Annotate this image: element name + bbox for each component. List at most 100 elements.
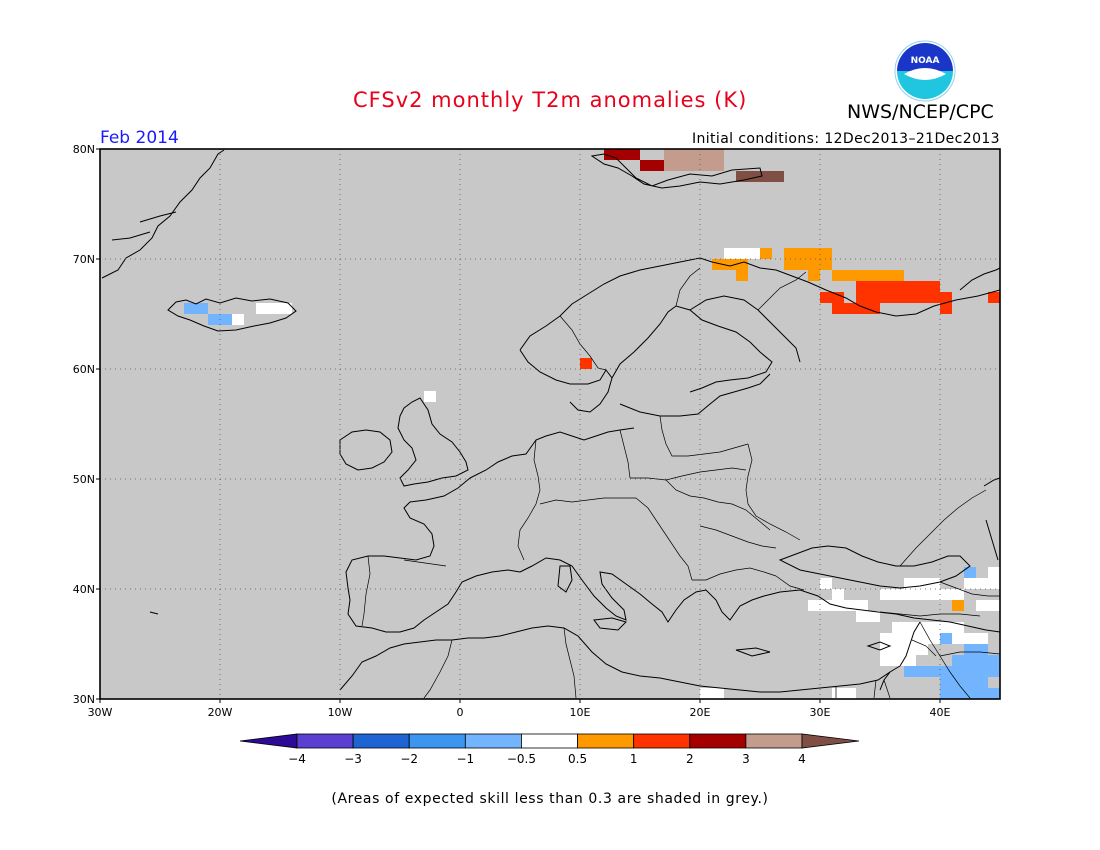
border-balkans-2 xyxy=(665,479,771,531)
anomaly-cell xyxy=(976,600,1000,611)
coast-cyprus xyxy=(866,641,892,651)
border-balkans-1 xyxy=(635,497,693,581)
map-title: CFSv2 monthly T2m anomalies (K) xyxy=(353,88,748,112)
anomaly-cell xyxy=(964,578,1000,589)
anomaly-cell xyxy=(832,270,892,281)
anomaly-cell xyxy=(640,160,664,171)
colorbar-swatch xyxy=(521,733,578,749)
anomaly-cell xyxy=(820,578,832,589)
colorbar-swatch xyxy=(689,733,747,749)
lat-tick-label: 70N xyxy=(73,253,95,266)
border-france-germany xyxy=(517,439,541,561)
initial-conditions: Initial conditions: 12Dec2013–21Dec2013 xyxy=(691,131,1000,147)
colorbar-swatch xyxy=(577,733,635,749)
lon-tick-label: 30W xyxy=(88,706,113,719)
border-north-africa-2 xyxy=(563,627,577,699)
lon-tick-label: 30E xyxy=(810,706,831,719)
border-balkans-3 xyxy=(699,525,777,549)
border-spain-france xyxy=(403,559,447,567)
anomaly-cells xyxy=(184,149,1000,699)
colorbar-label: 2 xyxy=(686,752,694,766)
anomaly-cell xyxy=(604,149,640,160)
colorbar-swatch xyxy=(745,733,803,749)
coast-norway-south xyxy=(519,349,613,413)
anomaly-cell xyxy=(880,644,928,655)
coast-canary-azores xyxy=(149,611,159,615)
anomaly-cell xyxy=(820,292,844,303)
anomaly-cell xyxy=(904,578,940,589)
border-russia-kazakh xyxy=(899,489,987,567)
colorbar-swatch xyxy=(633,733,691,749)
lon-tick-label: 10E xyxy=(570,706,591,719)
anomaly-cell xyxy=(856,611,880,622)
colorbar-swatch xyxy=(352,733,410,749)
colorbar-swatch xyxy=(296,733,354,749)
lon-tick-label: 0 xyxy=(457,706,464,719)
border-germany-poland xyxy=(619,429,631,479)
coast-west-europe xyxy=(345,427,635,633)
anomaly-cell xyxy=(940,633,952,644)
coast-sweden-east xyxy=(611,305,773,393)
colorbar-label: 4 xyxy=(798,752,806,766)
border-north-africa-1 xyxy=(423,639,453,699)
anomaly-cell xyxy=(832,303,880,314)
anomaly-cell xyxy=(736,270,748,281)
anomaly-cell xyxy=(580,358,592,369)
colorbar-label: 0.5 xyxy=(568,752,587,766)
lon-tick-label: 20E xyxy=(690,706,711,719)
border-turkey-syria xyxy=(879,611,981,617)
anomaly-cell xyxy=(184,303,208,314)
forecast-period: Feb 2014 xyxy=(100,128,179,148)
anomaly-cell xyxy=(724,248,760,259)
colorbar-label: 3 xyxy=(742,752,750,766)
lat-tick-label: 30N xyxy=(73,693,95,706)
coast-caspian xyxy=(983,477,1001,561)
colorbar: −4 −3 −2 −1 −0.5 0.5 1 2 3 4 xyxy=(239,733,860,766)
anomaly-cell xyxy=(940,677,988,688)
lon-tick-label: 20W xyxy=(208,706,233,719)
border-alps xyxy=(539,497,636,505)
anomaly-cell xyxy=(232,314,244,325)
coast-ireland xyxy=(339,429,393,471)
border-belarus-russia xyxy=(745,443,801,541)
colorbar-label: −4 xyxy=(288,752,306,766)
border-baltics xyxy=(659,415,749,457)
coast-sardinia xyxy=(557,565,573,593)
coast-north-africa xyxy=(339,625,901,693)
anomaly-cell xyxy=(952,655,1000,666)
coast-greenland xyxy=(101,149,225,279)
anomaly-cell xyxy=(832,688,856,699)
lat-tick-label: 80N xyxy=(73,143,95,156)
coast-scandinavia xyxy=(519,257,1001,351)
colorbar-high-arrow xyxy=(801,733,860,749)
anomaly-cell xyxy=(880,633,988,644)
border-turkey xyxy=(775,575,805,591)
axis-ticks: 30W 20W 10W 0 10E 20E 30E 40E 30N 40N 50N 60N 70N 80N xyxy=(73,143,951,719)
anomaly-cell xyxy=(988,292,1000,303)
anomaly-cell xyxy=(892,270,904,281)
lon-tick-label: 40E xyxy=(930,706,951,719)
colorbar-label: −3 xyxy=(344,752,362,766)
anomaly-cell xyxy=(700,688,724,699)
coast-britain xyxy=(397,397,469,487)
anomaly-cell xyxy=(784,248,832,270)
coast-crete xyxy=(735,647,771,657)
anomaly-cell xyxy=(952,600,964,611)
colorbar-label: −2 xyxy=(400,752,418,766)
anomaly-cell xyxy=(892,622,964,633)
coast-svalbard xyxy=(590,153,763,189)
coast-novaya-zemlya xyxy=(959,267,1001,291)
anomaly-cell xyxy=(808,270,820,281)
lat-tick-label: 50N xyxy=(73,473,95,486)
anomaly-cell xyxy=(928,666,1000,677)
coast-black-sea xyxy=(778,545,971,589)
lon-tick-label: 10W xyxy=(328,706,353,719)
anomaly-cell xyxy=(256,303,292,314)
anomaly-cell xyxy=(712,259,748,270)
anomaly-cell xyxy=(760,248,772,259)
anomaly-cell xyxy=(856,292,952,303)
colorbar-label: −1 xyxy=(456,752,474,766)
anomaly-cell xyxy=(880,589,964,600)
border-sweden-finland xyxy=(675,267,701,307)
